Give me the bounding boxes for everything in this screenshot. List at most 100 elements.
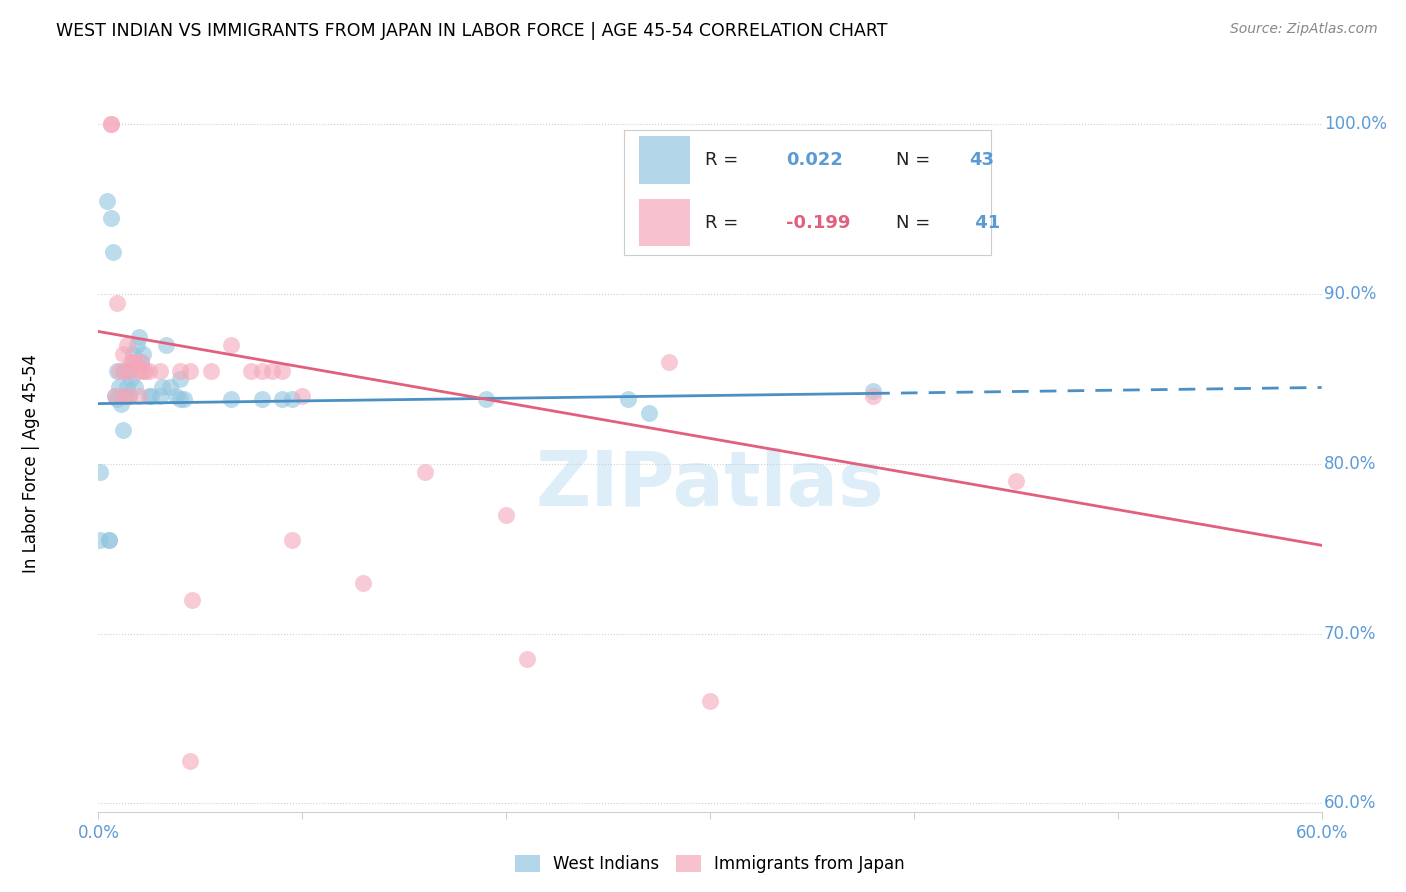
Point [118,363,141,377]
Point [118,363,141,377]
Bar [640,136,690,184]
Point [179,754,201,768]
Point [169,392,191,407]
Point [118,389,141,403]
Text: 60.0%: 60.0% [1324,794,1376,813]
Point [138,389,160,403]
Point [155,338,177,352]
Point [862,389,884,403]
Point [260,363,283,377]
Point [104,389,127,403]
Point [637,406,661,420]
Point [169,372,191,386]
Point [111,363,134,377]
Point [699,694,721,708]
Point [111,389,134,403]
Point [270,392,294,407]
Point [862,384,884,398]
Point [100,118,122,132]
Point [250,363,273,377]
Point [128,329,150,343]
Point [122,355,145,369]
Point [134,363,156,377]
Text: -0.199: -0.199 [786,213,851,232]
Point [128,363,150,377]
Legend: West Indians, Immigrants from Japan: West Indians, Immigrants from Japan [509,848,911,880]
Point [149,363,172,377]
Point [240,363,263,377]
Point [173,392,195,407]
Point [291,389,314,403]
Point [181,592,204,607]
Point [111,346,134,360]
Point [111,423,134,437]
Point [281,533,304,548]
Point [127,338,149,352]
Point [495,508,517,522]
Text: R =: R = [706,151,744,169]
Point [100,211,122,225]
Text: R =: R = [706,213,744,232]
Point [658,355,681,369]
Point [96,194,118,208]
Text: In Labor Force | Age 45-54: In Labor Force | Age 45-54 [22,354,41,574]
Text: N =: N = [896,213,936,232]
Point [281,392,304,407]
Text: 90.0%: 90.0% [1324,285,1376,303]
Point [115,338,138,352]
Text: 80.0%: 80.0% [1324,455,1376,473]
Point [114,363,136,377]
Text: Source: ZipAtlas.com: Source: ZipAtlas.com [1230,22,1378,37]
Point [413,466,436,480]
Point [200,363,222,377]
Point [122,346,145,360]
Point [89,533,111,548]
Point [120,372,142,386]
Point [97,533,120,548]
Text: 70.0%: 70.0% [1324,624,1376,642]
Text: N =: N = [896,151,936,169]
Point [132,363,155,377]
Bar [640,199,690,246]
Point [115,380,138,394]
Point [138,363,160,377]
Text: 41: 41 [969,213,1001,232]
Text: ZIPatlas: ZIPatlas [536,448,884,522]
Point [110,397,132,411]
Point [219,338,242,352]
Point [474,392,498,407]
Point [100,118,122,132]
Point [104,389,127,403]
Text: 0.022: 0.022 [786,151,842,169]
Point [250,392,273,407]
Point [132,346,155,360]
Point [270,363,294,377]
Point [105,392,128,407]
Point [150,380,173,394]
Point [165,389,187,403]
Point [97,533,120,548]
Point [114,389,136,403]
Point [516,652,538,666]
Point [219,392,242,407]
Point [159,380,181,394]
Point [169,363,191,377]
Point [118,389,141,403]
Point [105,295,128,310]
Point [108,380,131,394]
Point [101,244,124,259]
Point [617,392,640,407]
Point [352,575,374,590]
Point [124,355,146,369]
Text: WEST INDIAN VS IMMIGRANTS FROM JAPAN IN LABOR FORCE | AGE 45-54 CORRELATION CHAR: WEST INDIAN VS IMMIGRANTS FROM JAPAN IN … [56,22,887,40]
Point [141,389,163,403]
Point [89,466,111,480]
Point [124,380,146,394]
Point [1004,474,1026,488]
Point [129,355,152,369]
Point [120,355,142,369]
Point [179,363,201,377]
Point [105,363,128,377]
Text: 43: 43 [969,151,994,169]
Point [128,389,150,403]
